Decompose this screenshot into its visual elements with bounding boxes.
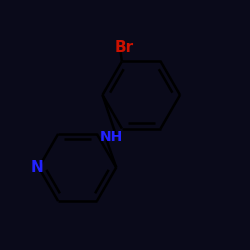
Text: N: N [31, 160, 44, 175]
Text: NH: NH [100, 130, 123, 144]
Text: Br: Br [115, 40, 134, 55]
